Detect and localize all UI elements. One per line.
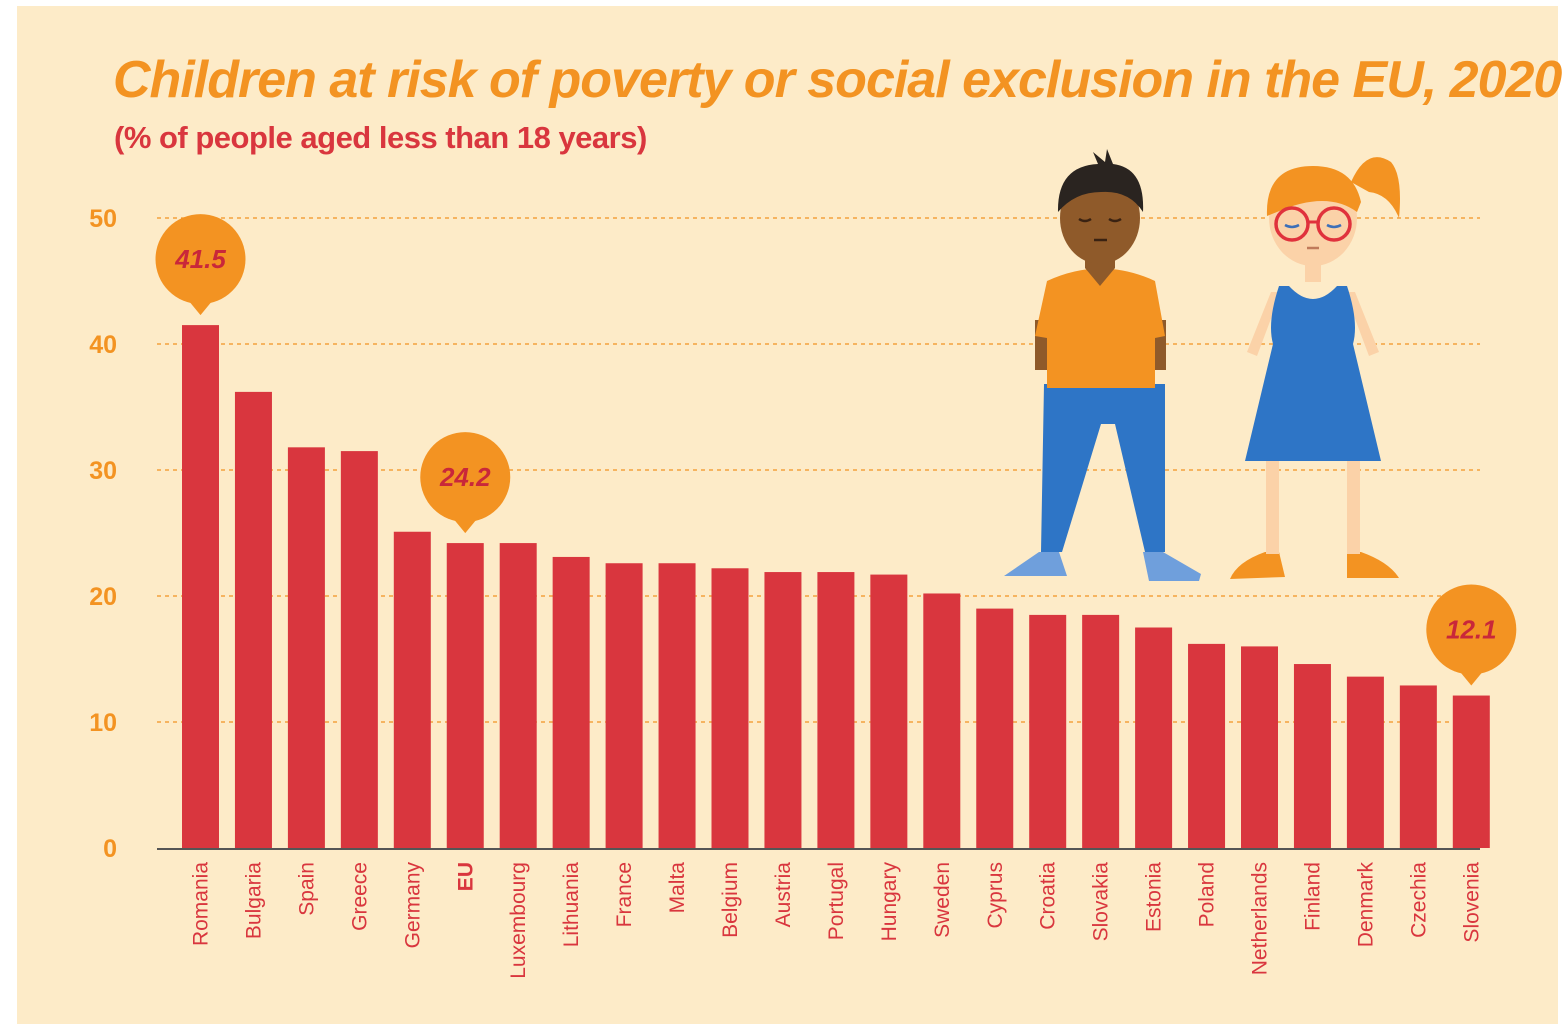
boy-shoe-left [1004, 552, 1067, 576]
girl-glasses-left [1274, 206, 1310, 242]
x-tick-label: Sweden [931, 862, 954, 938]
y-tick-label: 0 [103, 835, 117, 863]
x-tick-label: EU [454, 862, 477, 891]
x-tick-label: Portugal [825, 862, 848, 940]
bar-austria [764, 572, 802, 848]
girl-leg-right [1347, 456, 1360, 554]
bar-chart: 0 10 20 30 40 50 Romania Bulgaria Spain Greece Ge… [17, 6, 1558, 1024]
x-tick-label: Finland [1301, 862, 1324, 931]
value-callouts: 41.5 24.2 12.1 [155, 214, 1517, 686]
x-tick-label: Malta [666, 862, 689, 914]
bar-finland [1293, 664, 1331, 848]
chart-subtitle: (% of people aged less than 18 years) [114, 120, 647, 155]
boy-shoe-right [1143, 552, 1201, 581]
gridlines [157, 217, 1480, 850]
x-tick-label: Austria [772, 862, 795, 928]
y-tick-label: 30 [89, 457, 117, 485]
girl-leg-left [1266, 456, 1279, 554]
x-tick-label: Slovakia [1090, 862, 1113, 942]
x-tick-label: Czechia [1407, 862, 1430, 938]
x-tick-label: Estonia [1143, 862, 1166, 932]
girl-hair [1266, 166, 1361, 216]
girl-eye-left [1284, 223, 1300, 229]
x-tick-label: Romania [190, 862, 213, 946]
callout-pointer [451, 516, 480, 534]
callout-eu: 24.2 [420, 432, 511, 534]
callout-romania: 41.5 [155, 214, 246, 316]
x-tick-label: Bulgaria [242, 862, 265, 939]
x-tick-label: Cyprus [984, 862, 1007, 929]
bar-netherlands [1241, 646, 1278, 848]
y-tick-label: 40 [89, 331, 117, 359]
bar-cyprus [976, 608, 1014, 848]
bar-portugal [817, 572, 855, 848]
bar-malta [658, 563, 696, 848]
bar-greece [340, 451, 378, 848]
bar-estonia [1135, 627, 1173, 848]
bar-romania [182, 325, 219, 849]
girl-glasses-right [1316, 206, 1352, 242]
y-tick-label: 50 [89, 205, 117, 233]
bar-denmark [1346, 676, 1384, 848]
bar-slovenia [1452, 695, 1490, 848]
x-tick-label: France [613, 862, 636, 927]
boy-illustration [1004, 149, 1201, 581]
girl-dress [1245, 286, 1381, 461]
boy-pants [1041, 384, 1165, 552]
bar-poland [1188, 643, 1226, 848]
boy-eye-left [1078, 217, 1092, 223]
callout-bubble [1426, 584, 1517, 675]
girl-eye-right [1326, 223, 1342, 229]
x-tick-label: Croatia [1037, 862, 1060, 930]
y-tick-label: 20 [89, 583, 117, 611]
x-tick-label: Lithuania [560, 862, 583, 948]
callout-value: 24.2 [439, 462, 491, 492]
bar-belgium [711, 568, 749, 848]
x-axis-ticks: Romania Bulgaria Spain Greece Germany EU Luxem… [190, 862, 1484, 979]
x-tick-label: Denmark [1354, 862, 1377, 948]
x-tick-label: Luxembourg [507, 862, 530, 979]
girl-shoe-left [1230, 552, 1285, 579]
girl-arm-left [1247, 292, 1281, 356]
bar-bulgaria [234, 391, 272, 848]
callout-value: 12.1 [1446, 615, 1497, 645]
callout-slovenia: 12.1 [1426, 584, 1517, 686]
bars [182, 325, 1490, 849]
callout-pointer [186, 298, 215, 316]
y-tick-label: 10 [89, 709, 117, 737]
x-tick-label: Slovenia [1460, 862, 1483, 943]
bar-lithuania [552, 556, 590, 848]
x-tick-label: Belgium [719, 862, 742, 938]
x-tick-label: Greece [348, 862, 371, 931]
girl-illustration [1230, 157, 1400, 579]
chart-title: Children at risk of poverty or social ex… [113, 51, 1562, 109]
bar-slovakia [1082, 614, 1120, 848]
girl-arm-right [1345, 292, 1379, 356]
x-tick-label: Germany [401, 862, 424, 949]
callout-value: 41.5 [174, 244, 226, 274]
boy-shirt [1035, 268, 1165, 388]
callout-bubble [155, 214, 246, 305]
bar-czechia [1399, 685, 1437, 848]
x-tick-label: Netherlands [1249, 862, 1272, 975]
callout-pointer [1457, 668, 1486, 686]
bar-eu [446, 543, 484, 848]
bar-france [605, 563, 643, 848]
boy-eye-right [1108, 217, 1122, 223]
y-axis-ticks: 0 10 20 30 40 50 [89, 205, 117, 863]
bar-hungary [870, 574, 908, 848]
girl-shoe-right [1347, 552, 1399, 578]
bar-sweden [923, 593, 961, 848]
x-tick-label: Poland [1196, 862, 1219, 927]
infographic-panel: 0 10 20 30 40 50 Romania Bulgaria Spain Greece Ge… [17, 6, 1562, 1024]
bar-germany [393, 531, 431, 848]
boy-hair [1057, 149, 1144, 212]
bar-luxembourg [499, 543, 537, 848]
bar-croatia [1029, 614, 1067, 848]
bar-spain [287, 447, 325, 848]
callout-bubble [420, 432, 511, 523]
x-tick-label: Spain [295, 862, 318, 916]
girl-ponytail [1351, 157, 1400, 218]
x-tick-label: Hungary [878, 862, 901, 942]
